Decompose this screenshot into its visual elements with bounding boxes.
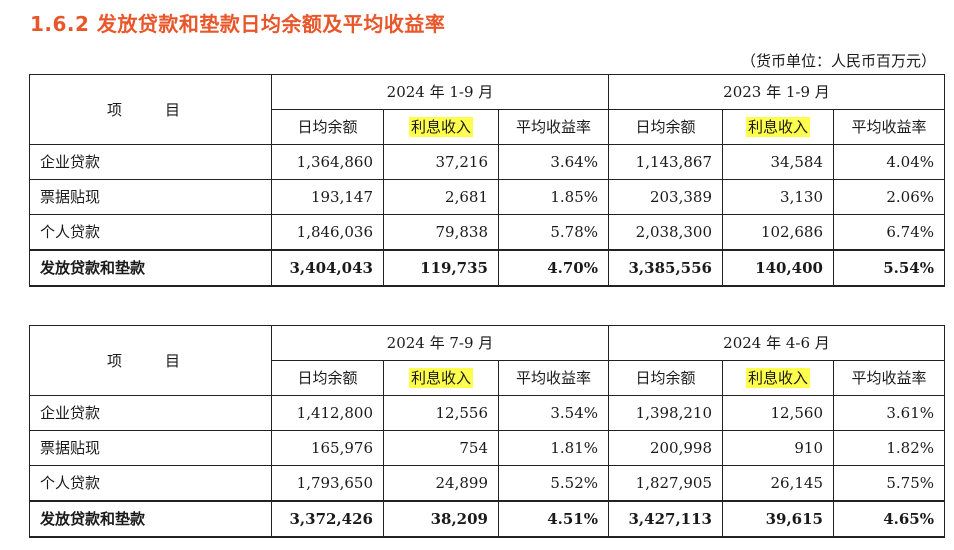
table-row: 企业贷款 1,412,800 12,556 3.54% 1,398,210 12… — [29, 395, 945, 431]
section-title: 1.6.2 发放贷款和垫款日均余额及平均收益率 — [30, 12, 446, 36]
cell: 12,556 — [383, 395, 499, 431]
cell: 1,143,867 — [608, 144, 723, 180]
cell: 1.82% — [833, 430, 945, 466]
cell: 1.81% — [498, 430, 609, 466]
item-header: 项 目 — [29, 74, 272, 145]
col-avg-balance: 日均余额 — [271, 109, 384, 145]
row-label: 个人贷款 — [29, 465, 272, 502]
cell: 12,560 — [722, 395, 834, 431]
cell: 4.04% — [833, 144, 945, 180]
period-header: 2024 年 4-6 月 — [608, 325, 945, 361]
cell: 5.52% — [498, 465, 609, 502]
cell: 119,735 — [383, 249, 499, 287]
table-header-row: 项 目 2024 年 7-9 月 2024 年 4-6 月 — [29, 325, 945, 396]
row-label: 票据贴现 — [29, 179, 272, 215]
period-header: 2023 年 1-9 月 — [608, 74, 945, 110]
cell: 4.65% — [833, 500, 945, 538]
cell: 2.06% — [833, 179, 945, 215]
table-total-row: 发放贷款和垫款 3,404,043 119,735 4.70% 3,385,55… — [29, 249, 945, 287]
table-row: 票据贴现 165,976 754 1.81% 200,998 910 1.82% — [29, 430, 945, 466]
cell: 3.54% — [498, 395, 609, 431]
table-row: 票据贴现 193,147 2,681 1.85% 203,389 3,130 2… — [29, 179, 945, 215]
table-header-row: 项 目 2024 年 1-9 月 2023 年 1-9 月 — [29, 74, 945, 145]
col-avg-balance: 日均余额 — [271, 360, 384, 396]
period-header: 2024 年 1-9 月 — [271, 74, 609, 110]
loan-yield-table-ytd: 项 目 2024 年 1-9 月 2023 年 1-9 月 日均余额 利息收入 … — [29, 74, 945, 287]
cell: 1,827,905 — [608, 465, 723, 502]
cell: 910 — [722, 430, 834, 466]
row-label: 个人贷款 — [29, 214, 272, 251]
cell: 1.85% — [498, 179, 609, 215]
cell: 165,976 — [271, 430, 384, 466]
table-row: 个人贷款 1,793,650 24,899 5.52% 1,827,905 26… — [29, 465, 945, 502]
col-interest-income: 利息收入 — [383, 109, 499, 145]
cell: 24,899 — [383, 465, 499, 502]
cell: 79,838 — [383, 214, 499, 251]
cell: 3,372,426 — [271, 500, 384, 538]
cell: 3.64% — [498, 144, 609, 180]
row-label: 企业贷款 — [29, 144, 272, 180]
col-avg-yield: 平均收益率 — [498, 109, 609, 145]
cell: 3,385,556 — [608, 249, 723, 287]
cell: 34,584 — [722, 144, 834, 180]
table-subheader-row: 日均余额 利息收入 平均收益率 日均余额 利息收入 平均收益率 — [30, 360, 945, 396]
cell: 39,615 — [722, 500, 834, 538]
cell: 3,404,043 — [271, 249, 384, 287]
table-subheader-row: 日均余额 利息收入 平均收益率 日均余额 利息收入 平均收益率 — [30, 109, 945, 145]
col-avg-yield: 平均收益率 — [498, 360, 609, 396]
cell: 3,130 — [722, 179, 834, 215]
row-label: 企业贷款 — [29, 395, 272, 431]
col-interest-income: 利息收入 — [722, 109, 834, 145]
cell: 3,427,113 — [608, 500, 723, 538]
cell: 1,846,036 — [271, 214, 384, 251]
cell: 2,038,300 — [608, 214, 723, 251]
cell: 38,209 — [383, 500, 499, 538]
cell: 200,998 — [608, 430, 723, 466]
col-interest-income: 利息收入 — [383, 360, 499, 396]
table-row: 企业贷款 1,364,860 37,216 3.64% 1,143,867 34… — [29, 144, 945, 180]
col-avg-yield: 平均收益率 — [833, 109, 945, 145]
cell: 2,681 — [383, 179, 499, 215]
cell: 37,216 — [383, 144, 499, 180]
table-row: 个人贷款 1,846,036 79,838 5.78% 2,038,300 10… — [29, 214, 945, 251]
cell: 754 — [383, 430, 499, 466]
cell: 5.78% — [498, 214, 609, 251]
cell: 3.61% — [833, 395, 945, 431]
cell: 4.51% — [498, 500, 609, 538]
col-avg-balance: 日均余额 — [608, 360, 723, 396]
row-label: 发放贷款和垫款 — [29, 249, 272, 287]
item-header: 项 目 — [29, 325, 272, 396]
cell: 5.54% — [833, 249, 945, 287]
cell: 5.75% — [833, 465, 945, 502]
loan-yield-table-quarterly: 项 目 2024 年 7-9 月 2024 年 4-6 月 日均余额 利息收入 … — [29, 325, 945, 538]
period-header: 2024 年 7-9 月 — [271, 325, 609, 361]
highlighted-label: 利息收入 — [745, 117, 810, 137]
highlighted-label: 利息收入 — [408, 368, 473, 388]
col-avg-yield: 平均收益率 — [833, 360, 945, 396]
cell: 1,412,800 — [271, 395, 384, 431]
cell: 4.70% — [498, 249, 609, 287]
col-interest-income: 利息收入 — [722, 360, 834, 396]
cell: 1,398,210 — [608, 395, 723, 431]
cell: 193,147 — [271, 179, 384, 215]
row-label: 发放贷款和垫款 — [29, 500, 272, 538]
col-avg-balance: 日均余额 — [608, 109, 723, 145]
cell: 26,145 — [722, 465, 834, 502]
cell: 102,686 — [722, 214, 834, 251]
highlighted-label: 利息收入 — [745, 368, 810, 388]
cell: 1,364,860 — [271, 144, 384, 180]
row-label: 票据贴现 — [29, 430, 272, 466]
cell: 203,389 — [608, 179, 723, 215]
highlighted-label: 利息收入 — [408, 117, 473, 137]
cell: 6.74% — [833, 214, 945, 251]
cell: 140,400 — [722, 249, 834, 287]
cell: 1,793,650 — [271, 465, 384, 502]
currency-unit-note: （货币单位：人民币百万元） — [740, 52, 936, 70]
table-total-row: 发放贷款和垫款 3,372,426 38,209 4.51% 3,427,113… — [29, 500, 945, 538]
